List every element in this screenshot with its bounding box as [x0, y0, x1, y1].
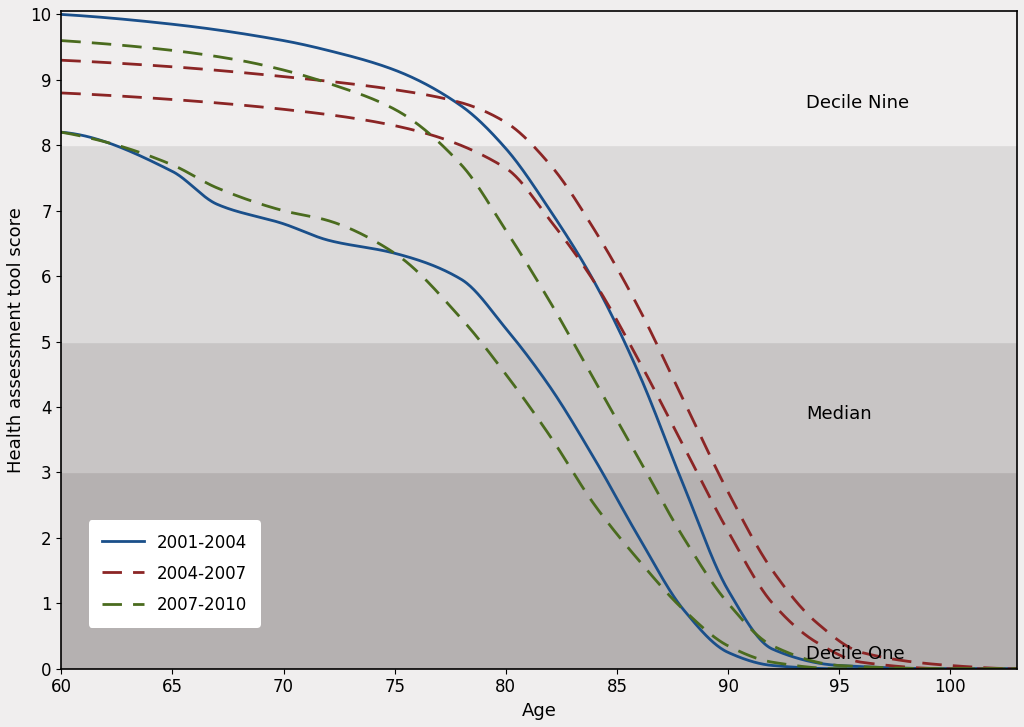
2004-2007 [1011, 664, 1023, 673]
2007-2010 [879, 663, 891, 672]
2004-2007 [55, 56, 68, 65]
2001-2004 [610, 321, 623, 329]
2004-2007 [635, 309, 647, 318]
2007-2010 [610, 414, 623, 423]
Line: 2001-2004: 2001-2004 [61, 15, 1017, 669]
2001-2004 [780, 650, 793, 659]
2007-2010 [55, 36, 68, 45]
Line: 2004-2007: 2004-2007 [61, 60, 1017, 669]
2004-2007 [780, 585, 793, 593]
Text: Decile One: Decile One [806, 646, 904, 663]
2007-2010 [664, 511, 676, 520]
2001-2004 [55, 10, 68, 19]
Legend: 2001-2004, 2004-2007, 2007-2010: 2001-2004, 2004-2007, 2007-2010 [89, 521, 261, 627]
Text: Median: Median [806, 405, 871, 422]
Text: Decile Nine: Decile Nine [806, 94, 909, 112]
2001-2004 [635, 375, 647, 384]
Y-axis label: Health assessment tool score: Health assessment tool score [7, 207, 25, 473]
2007-2010 [1011, 664, 1023, 673]
2007-2010 [780, 648, 793, 656]
2007-2010 [945, 664, 957, 673]
2004-2007 [664, 368, 676, 377]
2001-2004 [879, 663, 891, 672]
Line: 2007-2010: 2007-2010 [61, 41, 1017, 669]
Bar [61, 145, 1017, 342]
Bar [61, 473, 1017, 669]
Bar [61, 342, 1017, 473]
2001-2004 [945, 664, 957, 673]
2001-2004 [1011, 664, 1023, 673]
2004-2007 [879, 653, 891, 662]
2004-2007 [114, 59, 126, 68]
2001-2004 [114, 15, 126, 23]
X-axis label: Age: Age [522, 702, 557, 720]
Bar [61, 8, 1017, 145]
2007-2010 [635, 459, 647, 467]
2007-2010 [114, 41, 126, 49]
2004-2007 [610, 262, 623, 271]
2001-2004 [664, 447, 676, 456]
